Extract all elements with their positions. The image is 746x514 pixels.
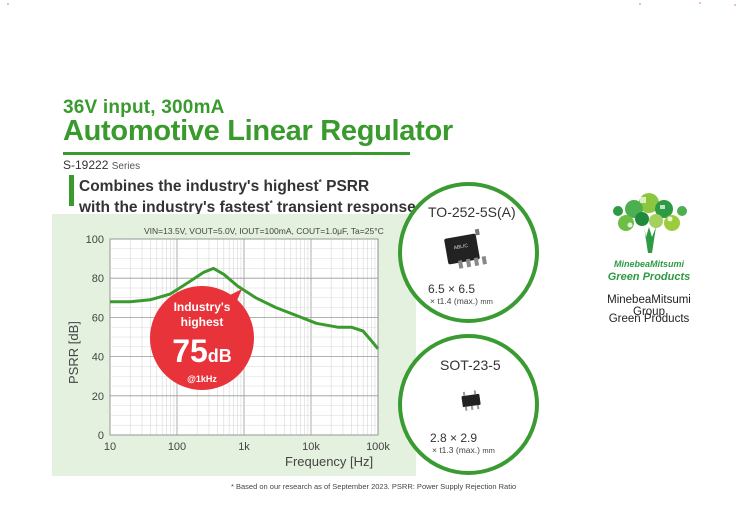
callout-number: 75: [172, 333, 208, 369]
logo-line2: Green Products: [608, 271, 691, 283]
tagline: Combines the industry's highest* PSRR wi…: [79, 174, 416, 216]
tagline-psrr: PSRR: [321, 178, 370, 196]
x-tick-label: 100: [168, 441, 186, 453]
series-code: S-19222: [63, 158, 109, 172]
tagline-bar: [69, 175, 74, 206]
callout-unit: dB: [208, 346, 232, 366]
tagline-line2a: with the industry's fastest: [79, 199, 270, 217]
tagline-line2b: transient response: [272, 199, 416, 217]
package-sot23-dims: 2.8 × 2.9: [430, 431, 478, 445]
x-ticks: 10 100 1k 10k 100k: [104, 441, 391, 453]
y-tick-label: 40: [92, 352, 104, 364]
y-tick-label: 60: [92, 312, 104, 324]
callout-note: @1kHz: [187, 374, 217, 384]
callout-bubble: [150, 286, 254, 390]
callout-value: 75dB: [172, 333, 232, 369]
x-tick-label: 1k: [238, 441, 250, 453]
chip-brand: ABLIC: [453, 243, 469, 251]
y-tick-label: 80: [92, 273, 104, 285]
brand-caption-line1: MinebeaMitsumi Group: [607, 294, 691, 318]
package-sot23-chip-icon: [461, 390, 481, 411]
brand-caption-line2: Green Products: [608, 313, 690, 325]
psrr-curve: [110, 266, 380, 350]
chart-conditions: VIN=13.5V, VOUT=5.0V, IOUT=100mA, COUT=1…: [144, 226, 384, 236]
green-products-logo: MinebeaMitsumi Green Products: [608, 193, 691, 283]
x-tick-label: 10k: [302, 441, 320, 453]
psrr-chart: 0 20 40 60 80 100 10 100 1k 10k 100k VIN=13.5V, V…: [66, 226, 391, 469]
tagline-line1: Combines the industry's highest: [79, 178, 319, 196]
package-to252-name: TO-252-5S(A): [428, 204, 516, 220]
y-tick-label: 100: [86, 234, 104, 246]
series-suffix: Series: [111, 161, 141, 172]
series-name: S-19222 Series: [63, 158, 140, 172]
package-sot23-name: SOT-23-5: [440, 357, 501, 373]
package-sot23-unit: mm: [482, 446, 495, 455]
decorative-dots: [7, 2, 736, 6]
y-axis-label: PSRR [dB]: [66, 321, 81, 384]
package-to252-chip-icon: ABLIC: [444, 228, 487, 269]
package-to252-unit: mm: [480, 297, 493, 306]
logo-line1: MinebeaMitsumi: [614, 259, 685, 269]
package-to252-dims: 6.5 × 6.5: [428, 282, 476, 296]
package-sot23-height-value: × t1.3 (max.): [432, 445, 480, 455]
y-tick-label: 0: [98, 430, 104, 442]
callout-line2: highest: [181, 315, 224, 329]
x-tick-label: 10: [104, 441, 116, 453]
product-subtitle: 36V input, 300mA: [63, 97, 225, 118]
product-title: Automotive Linear Regulator: [63, 115, 453, 147]
package-sot23-height: × t1.3 (max.) mm: [432, 445, 495, 455]
package-to252-height: × t1.4 (max.) mm: [430, 296, 493, 306]
x-tick-label: 100k: [366, 441, 390, 453]
callout-line1: Industry's: [174, 300, 231, 314]
title-underline: [63, 152, 410, 155]
footnote-star-2: *: [269, 199, 273, 209]
y-ticks: 0 20 40 60 80 100: [86, 234, 104, 442]
tree-canopy-icon: [613, 193, 687, 253]
package-to252-height-value: × t1.4 (max.): [430, 296, 478, 306]
footnote-star: *: [318, 178, 322, 187]
footnote: * Based on our research as of September …: [231, 482, 517, 491]
y-tick-label: 20: [92, 391, 104, 403]
x-axis-label: Frequency [Hz]: [285, 454, 373, 469]
